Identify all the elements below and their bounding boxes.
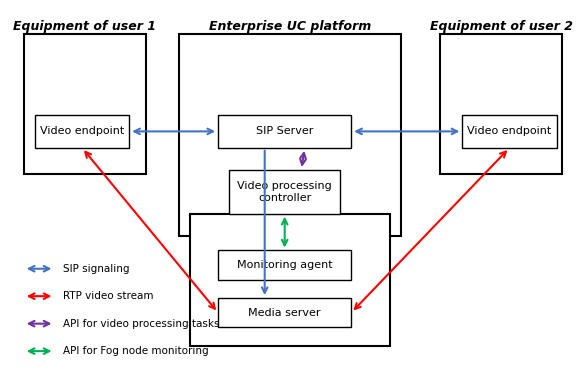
Text: SIP Server: SIP Server	[256, 127, 313, 137]
Text: Fog node: Fog node	[260, 199, 321, 212]
Text: Media server: Media server	[248, 308, 321, 318]
Bar	[218, 251, 351, 280]
Bar	[35, 115, 129, 148]
Bar	[218, 115, 351, 148]
Text: API for Fog node monitoring: API for Fog node monitoring	[63, 346, 208, 356]
Bar	[179, 34, 402, 236]
Text: Video endpoint: Video endpoint	[467, 127, 552, 137]
Bar	[218, 298, 351, 327]
Text: Equipment of user 1: Equipment of user 1	[14, 20, 156, 32]
Text: Equipment of user 2: Equipment of user 2	[430, 20, 572, 32]
Bar	[190, 214, 390, 346]
Text: SIP signaling: SIP signaling	[63, 264, 129, 274]
Bar	[24, 34, 146, 173]
Bar	[462, 115, 556, 148]
Bar	[440, 34, 562, 173]
Text: API for video processing tasks control: API for video processing tasks control	[63, 319, 259, 329]
Text: Video processing
controller: Video processing controller	[237, 180, 332, 203]
Bar	[229, 170, 340, 214]
Text: Enterprise UC platform: Enterprise UC platform	[209, 20, 372, 32]
Text: Monitoring agent: Monitoring agent	[237, 260, 332, 270]
Text: Video endpoint: Video endpoint	[40, 127, 124, 137]
Text: RTP video stream: RTP video stream	[63, 291, 153, 301]
